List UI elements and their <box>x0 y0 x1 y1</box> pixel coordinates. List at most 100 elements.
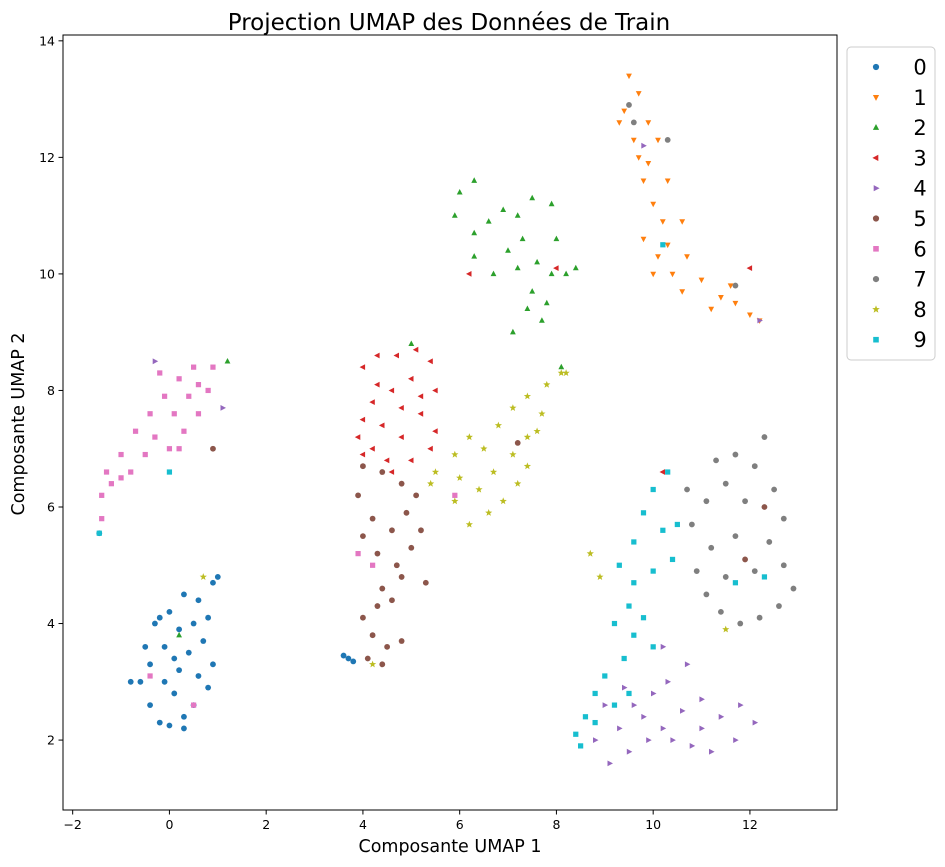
data-point <box>200 638 207 644</box>
y-tick-label: 6 <box>47 499 55 514</box>
data-point <box>451 450 459 458</box>
legend-label: 8 <box>913 298 926 322</box>
data-point <box>369 562 376 568</box>
legend-entry-6: 6 <box>873 237 927 261</box>
data-point <box>465 433 473 441</box>
data-point <box>186 393 192 399</box>
data-point <box>210 579 216 586</box>
legend-marker <box>872 124 880 130</box>
data-point <box>684 254 690 260</box>
legend-entry-8: 8 <box>872 298 927 322</box>
series-0 <box>96 530 357 732</box>
data-point <box>210 364 216 370</box>
data-point <box>733 737 739 743</box>
data-point <box>650 568 656 574</box>
data-point <box>626 73 632 80</box>
data-point <box>509 404 517 411</box>
data-point <box>354 434 361 440</box>
data-point <box>475 485 483 493</box>
x-tick-label: 4 <box>359 817 367 832</box>
data-point <box>679 289 686 295</box>
data-point <box>176 626 183 633</box>
data-point <box>630 137 637 144</box>
data-point <box>722 625 730 633</box>
data-point <box>374 381 380 388</box>
data-point <box>379 661 386 668</box>
data-point <box>471 229 478 236</box>
data-point <box>509 450 517 458</box>
data-point <box>709 748 715 755</box>
data-point <box>660 527 666 533</box>
y-tick-label: 14 <box>39 33 55 48</box>
data-point <box>737 620 744 627</box>
data-point <box>191 702 197 708</box>
data-point <box>602 673 608 679</box>
legend-marker <box>873 336 879 343</box>
data-point <box>181 725 187 732</box>
data-point <box>118 451 124 458</box>
data-point <box>427 479 435 487</box>
legend-entry-0: 0 <box>872 56 927 80</box>
data-point <box>582 714 589 720</box>
plot-frame <box>62 34 838 811</box>
data-point <box>650 486 656 493</box>
data-point <box>558 363 565 370</box>
data-point <box>761 504 768 510</box>
data-point <box>500 206 507 212</box>
data-point <box>176 446 182 452</box>
data-point <box>578 743 584 749</box>
legend-entry-3: 3 <box>872 146 927 170</box>
y-tick-label: 4 <box>47 616 55 631</box>
data-point <box>732 580 739 586</box>
data-point <box>651 690 657 697</box>
data-point <box>586 549 594 557</box>
data-point <box>408 375 414 382</box>
data-point <box>355 550 361 557</box>
data-point <box>195 673 202 679</box>
data-point <box>670 737 676 743</box>
data-point <box>607 760 613 767</box>
series-6 <box>99 364 458 708</box>
data-point <box>593 737 599 743</box>
data-point <box>747 312 753 318</box>
data-point <box>388 387 395 394</box>
data-point <box>452 492 458 498</box>
legend-marker <box>873 246 879 252</box>
data-point <box>480 445 488 452</box>
data-point <box>195 597 202 604</box>
data-point <box>152 620 158 627</box>
data-point <box>205 614 212 621</box>
data-point <box>142 451 148 458</box>
data-point <box>152 358 159 365</box>
data-point <box>181 713 187 720</box>
data-point <box>631 580 637 586</box>
data-point <box>563 270 569 277</box>
data-point <box>688 521 695 528</box>
y-tick-label: 8 <box>47 383 55 398</box>
y-tick-label: 10 <box>39 266 55 281</box>
data-point <box>359 416 366 423</box>
legend-label: 2 <box>913 116 926 140</box>
legend-label: 6 <box>913 237 926 261</box>
data-point <box>641 142 647 149</box>
data-point <box>539 317 545 323</box>
data-point <box>360 533 366 540</box>
data-point <box>210 661 216 668</box>
data-point <box>679 219 686 225</box>
data-point <box>418 527 424 534</box>
data-point <box>708 544 715 551</box>
data-point <box>408 340 415 346</box>
data-point <box>659 469 665 475</box>
data-point <box>616 562 622 568</box>
data-point <box>742 498 748 505</box>
data-point <box>427 445 433 452</box>
data-point <box>742 556 748 563</box>
data-point <box>398 405 404 411</box>
data-point <box>360 614 366 621</box>
data-point <box>103 469 110 475</box>
scatter-points <box>96 73 797 767</box>
data-point <box>96 530 102 536</box>
data-point <box>185 649 192 656</box>
legend-marker <box>872 276 880 283</box>
